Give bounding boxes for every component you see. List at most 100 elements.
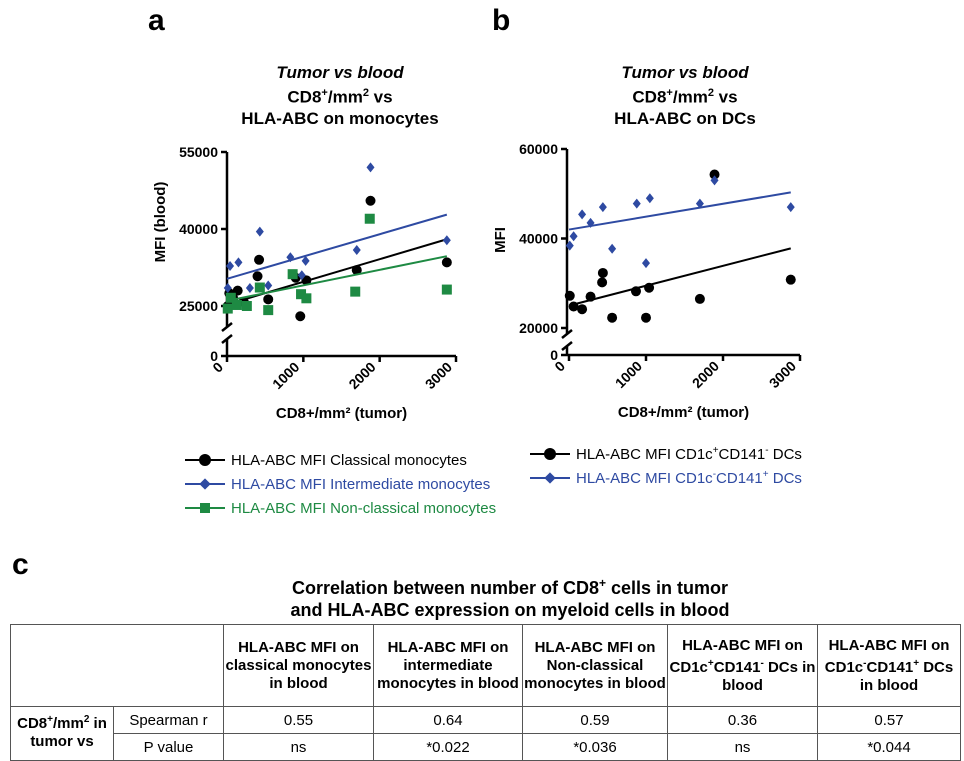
table-corner-cell	[10, 624, 224, 707]
data-point	[241, 301, 252, 311]
chart-a-title-line3: HLA-ABC on monocytes	[241, 108, 439, 128]
x-tick-label: 2000	[345, 359, 378, 392]
table-row-label: P value	[113, 733, 224, 761]
table-cell: *0.044	[817, 733, 961, 761]
table-cell: 0.36	[667, 706, 818, 734]
data-point	[578, 209, 587, 220]
x-tick-label: 1000	[269, 359, 302, 392]
data-point	[352, 245, 361, 256]
data-point	[585, 291, 596, 302]
axis-break-mark	[221, 334, 233, 344]
x-tick-label: 1000	[612, 358, 645, 391]
data-point	[577, 304, 588, 315]
table-title-line2: and HLA-ABC expression on myeloid cells …	[290, 600, 730, 620]
table-cell: 0.55	[223, 706, 374, 734]
x-tick-label: 3000	[422, 359, 455, 392]
table-col-header: HLA-ABC MFI on CD1c+CD141- DCs in blood	[667, 624, 818, 707]
legend-item-cd1c-pos-dcs: HLA-ABC MFI CD1c+CD141- DCs	[530, 442, 802, 466]
y-tick-label: 0	[210, 348, 218, 364]
table-cell: *0.022	[373, 733, 523, 761]
data-point	[301, 293, 312, 304]
legend-square-marker-icon	[185, 502, 225, 514]
table-cell: 0.57	[817, 706, 961, 734]
data-point	[301, 255, 310, 266]
data-point	[264, 280, 273, 291]
data-point	[607, 312, 618, 323]
legend-label: HLA-ABC MFI CD1c-CD141+ DCs	[576, 469, 802, 487]
table-title: Correlation between number of CD8+ cells…	[150, 572, 870, 621]
data-point	[644, 282, 655, 293]
chart-a-title: Tumor vs blood CD8+/mm2 vs HLA-ABC on mo…	[200, 62, 480, 129]
legend-diamond-marker-icon	[185, 478, 225, 490]
axis-break-mark	[561, 329, 573, 339]
data-point	[442, 235, 451, 246]
data-point	[226, 260, 235, 271]
y-tick-label: 20000	[519, 320, 558, 336]
data-point	[645, 193, 654, 204]
chart-a-title-line1: Tumor vs blood	[276, 63, 404, 82]
x-axis-label: CD8+/mm² (tumor)	[618, 404, 749, 421]
data-point	[222, 303, 233, 314]
data-point	[263, 305, 274, 316]
table-header-row: HLA-ABC MFI on classical monocytes in bl…	[10, 624, 961, 707]
data-point	[296, 289, 307, 300]
table-col-header: HLA-ABC MFI on classical monocytes in bl…	[223, 624, 374, 707]
data-point	[231, 299, 242, 310]
x-axis-label: CD8+/mm² (tumor)	[276, 405, 407, 422]
data-point	[234, 257, 243, 268]
chart-b-title-line3: HLA-ABC on DCs	[614, 108, 756, 128]
legend-item-classical-monocytes: HLA-ABC MFI Classical monocytes	[185, 448, 496, 472]
table-cell: 0.64	[373, 706, 523, 734]
table-cell: *0.036	[522, 733, 668, 761]
table-row-header: CD8+/mm2 in tumor vs	[10, 706, 114, 761]
data-point	[441, 284, 452, 295]
data-point	[642, 258, 650, 269]
data-point	[709, 169, 720, 180]
legend-b: HLA-ABC MFI CD1c+CD141- DCs HLA-ABC MFI …	[530, 442, 802, 490]
table-cell: 0.59	[522, 706, 668, 734]
data-point	[569, 231, 578, 242]
data-point	[365, 195, 376, 206]
table-cell: ns	[223, 733, 374, 761]
regression-line	[568, 247, 792, 307]
regression-line	[568, 191, 791, 231]
regression-line	[226, 255, 448, 302]
table-cell: ns	[667, 733, 818, 761]
data-point	[565, 240, 574, 251]
data-point	[695, 198, 704, 209]
data-point	[255, 226, 264, 237]
legend-label: HLA-ABC MFI Non-classical monocytes	[231, 499, 497, 517]
x-tick-label: 2000	[689, 358, 722, 391]
data-point	[608, 243, 617, 254]
y-axis-label: MFI (blood)	[152, 182, 169, 263]
table-col-header: HLA-ABC MFI on intermediate monocytes in…	[373, 624, 523, 707]
legend-circle-marker-icon	[185, 454, 225, 466]
table-col-header: HLA-ABC MFI on Non-classical monocytes i…	[522, 624, 668, 707]
table-title-line1: Correlation between number of CD8+ cells…	[291, 576, 729, 598]
data-point	[295, 311, 306, 322]
data-point	[786, 202, 795, 213]
table-row: CD8+/mm2 in tumor vs Spearman r 0.55 0.6…	[10, 706, 961, 761]
data-point	[694, 293, 705, 304]
x-tick-label: 3000	[766, 358, 799, 391]
y-tick-label: 55000	[179, 144, 218, 160]
table-col-header: HLA-ABC MFI on CD1c-CD141+ DCs in blood	[817, 624, 961, 707]
data-point	[597, 267, 608, 278]
data-point	[597, 277, 608, 288]
data-point	[350, 286, 361, 297]
panel-letter-a: a	[148, 4, 165, 37]
data-point	[630, 286, 641, 297]
data-point	[366, 162, 375, 173]
regression-line	[226, 213, 448, 280]
chart-b-title: Tumor vs blood CD8+/mm2 vs HLA-ABC on DC…	[545, 62, 825, 129]
correlation-table: HLA-ABC MFI on classical monocytes in bl…	[10, 624, 961, 761]
chart-b-title-line1: Tumor vs blood	[621, 63, 749, 82]
legend-label: HLA-ABC MFI Intermediate monocytes	[231, 475, 491, 493]
data-point	[441, 257, 452, 268]
data-point	[223, 283, 232, 294]
data-point	[263, 294, 274, 305]
legend-item-cd141-pos-dcs: HLA-ABC MFI CD1c-CD141+ DCs	[530, 466, 802, 490]
scatter-plots: 0 25000 40000 55000 0 1000 2000 3000 CD8+/mm² (t…	[152, 141, 802, 422]
data-point	[245, 283, 254, 294]
data-point	[286, 252, 295, 263]
